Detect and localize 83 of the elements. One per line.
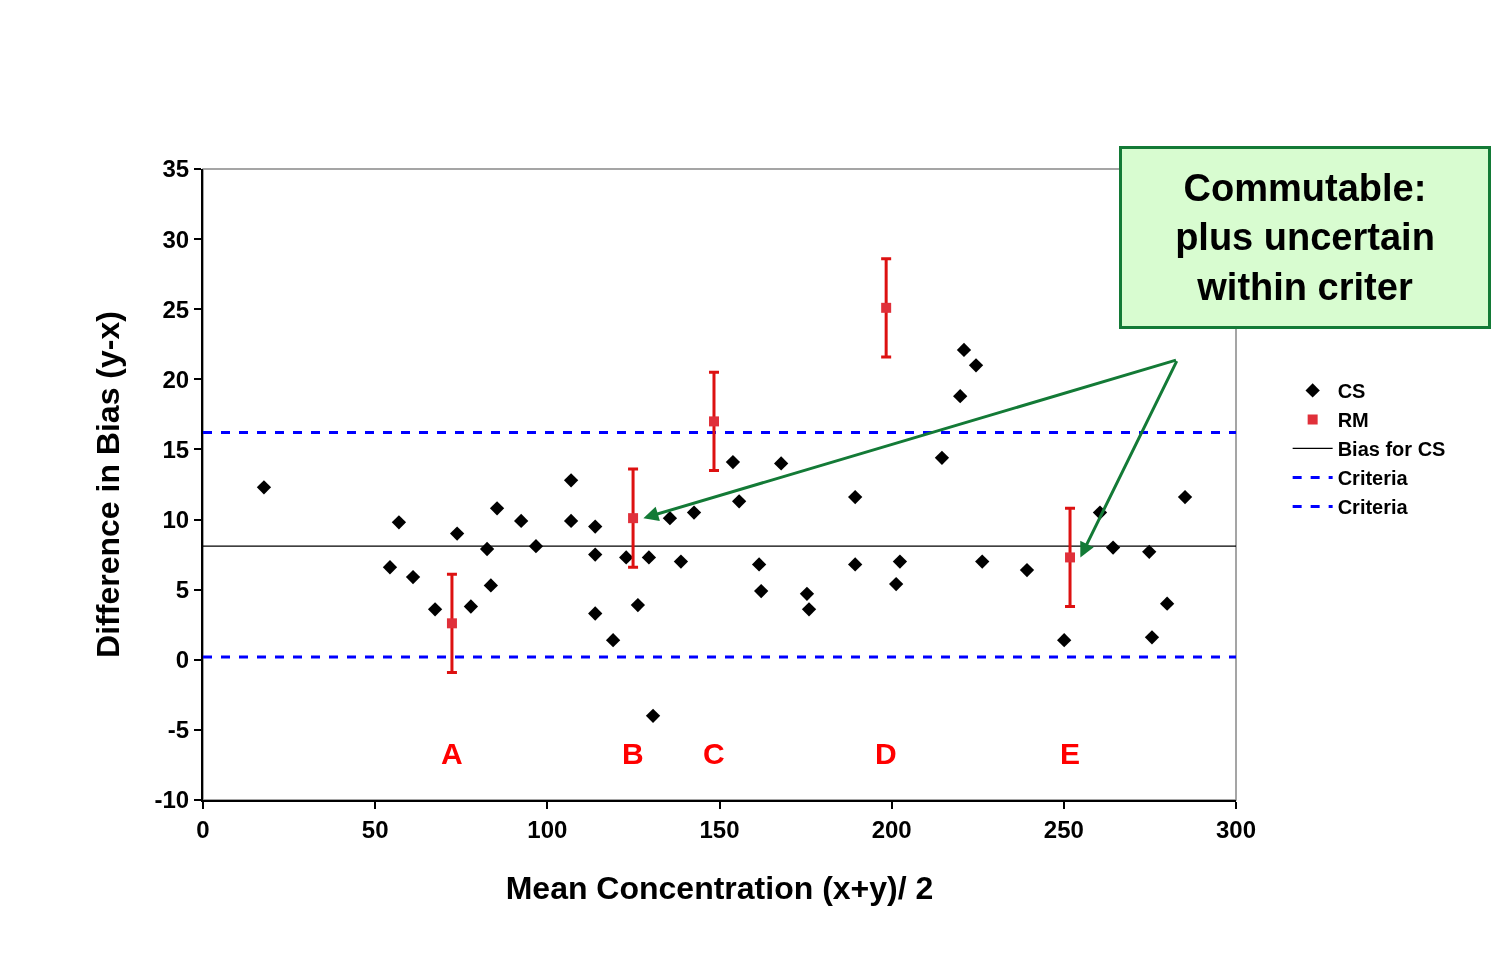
y-tick-label: -10 <box>154 786 190 814</box>
x-tick-label: 0 <box>196 815 210 843</box>
point <box>799 586 815 602</box>
point <box>641 550 657 565</box>
point <box>391 515 407 530</box>
y-tick-label: 5 <box>175 576 190 604</box>
point <box>801 602 817 617</box>
point <box>673 554 689 569</box>
point <box>1057 633 1072 648</box>
point <box>483 578 499 593</box>
point <box>514 513 529 529</box>
legend-label: Criteria <box>1337 496 1409 519</box>
y-tick-label: 20 <box>162 365 190 393</box>
point <box>725 454 741 470</box>
point <box>1105 540 1121 555</box>
point <box>686 505 702 520</box>
point <box>1019 562 1035 578</box>
x-tick-label: 50 <box>361 815 389 843</box>
point <box>975 554 990 569</box>
point <box>382 560 398 575</box>
point <box>463 599 479 614</box>
point <box>427 602 443 617</box>
y-axis-title: Difference in Bias (y-x) <box>90 311 127 658</box>
annotation: C <box>703 737 725 770</box>
point <box>731 494 747 509</box>
y-tick-label: 35 <box>162 155 190 183</box>
x-tick-label: 250 <box>1043 815 1084 843</box>
y-tick-label: 10 <box>162 505 190 533</box>
x-tick-label: 300 <box>1215 815 1257 843</box>
point <box>953 389 968 404</box>
annotation: A <box>441 737 463 770</box>
point <box>489 501 505 516</box>
point <box>588 519 603 534</box>
point <box>888 576 904 592</box>
point <box>1159 596 1175 611</box>
point <box>1177 489 1193 505</box>
point <box>619 550 634 565</box>
point <box>628 513 639 524</box>
y-tick-label: 25 <box>162 295 190 323</box>
point <box>934 450 950 466</box>
annotation: E <box>1060 737 1081 770</box>
point <box>848 557 863 572</box>
point <box>881 302 892 313</box>
annotation: D <box>875 737 897 770</box>
point <box>1144 630 1160 645</box>
legend-label: RM <box>1337 409 1369 432</box>
y-tick-label: 30 <box>162 225 190 253</box>
point <box>956 342 972 358</box>
point <box>588 547 603 562</box>
y-tick-label: -5 <box>167 716 190 744</box>
point <box>754 583 769 599</box>
point <box>405 569 421 585</box>
point <box>1142 544 1157 559</box>
annotation: B <box>622 737 644 770</box>
x-tick-label: 100 <box>527 815 568 843</box>
point <box>892 554 908 569</box>
y-tick-label: 0 <box>175 646 190 674</box>
annotation: Commutable: plus uncertain within criter <box>1175 167 1435 308</box>
point <box>662 511 678 526</box>
point <box>446 618 457 629</box>
point <box>630 597 646 613</box>
point <box>256 480 272 495</box>
point <box>773 456 789 471</box>
point <box>479 541 495 557</box>
point <box>751 557 767 572</box>
x-tick-label: 200 <box>871 815 912 843</box>
point <box>449 526 465 541</box>
legend-label: Bias for CS <box>1337 438 1446 461</box>
point <box>605 633 621 648</box>
point <box>563 513 579 529</box>
x-tick-label: 150 <box>699 815 740 843</box>
point <box>645 708 661 724</box>
y-tick-label: 15 <box>162 435 190 463</box>
legend-label: Criteria <box>1337 467 1409 490</box>
point <box>848 489 863 505</box>
legend-label: CS <box>1337 380 1366 403</box>
point <box>588 606 603 621</box>
point <box>1065 552 1076 563</box>
point <box>708 416 719 427</box>
x-axis-title: Mean Concentration (x+y)/ 2 <box>505 870 934 907</box>
point <box>968 358 984 373</box>
point <box>563 473 579 488</box>
point <box>528 539 544 554</box>
